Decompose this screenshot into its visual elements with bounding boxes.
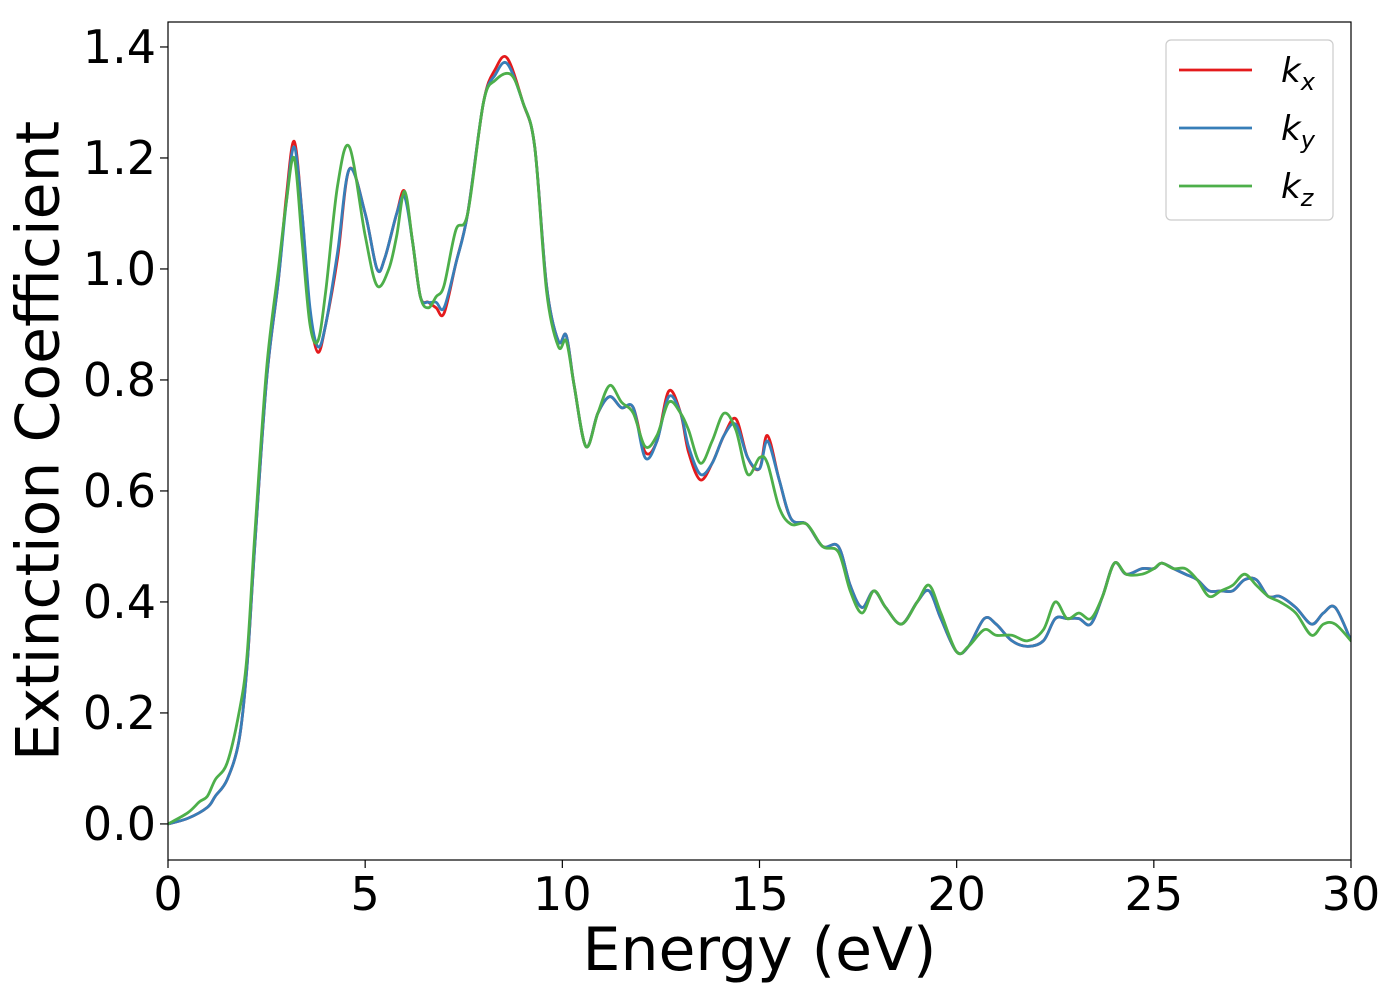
series-line-ky [168, 61, 1351, 826]
series-line-kz [168, 71, 1351, 826]
legend-box [1165, 39, 1334, 221]
y-tick-label: 1.4 [83, 20, 156, 74]
legend: kx ky kz [1165, 39, 1334, 221]
y-tick-label: 0.0 [83, 797, 156, 851]
x-tick-label: 25 [1125, 867, 1184, 921]
x-tick-label: 30 [1322, 867, 1381, 921]
y-tick-label: 0.2 [83, 686, 156, 740]
axis-ticks: 0 5 10 15 20 25 30 0.0 0.2 0.4 0.6 0.8 1.0 1.2 1.4 [83, 20, 1380, 921]
legend-label-ky: ky [1281, 109, 1316, 154]
series-layer [168, 55, 1351, 826]
x-tick-label: 0 [153, 867, 182, 921]
x-tick-label: 5 [351, 867, 380, 921]
x-axis-title: Energy (eV) [583, 915, 937, 985]
y-tick-label: 0.6 [83, 464, 156, 518]
x-tick-label: 15 [730, 867, 789, 921]
y-axis-title: Extinction Coefficient [4, 121, 74, 761]
y-tick-label: 0.4 [83, 575, 156, 629]
y-tick-label: 0.8 [83, 353, 156, 407]
x-tick-label: 20 [927, 867, 986, 921]
x-tick-label: 10 [533, 867, 592, 921]
legend-label-kz: kz [1281, 167, 1315, 212]
legend-label-kx: kx [1281, 51, 1316, 96]
y-tick-label: 1.2 [83, 131, 156, 185]
y-tick-label: 1.0 [83, 242, 156, 296]
